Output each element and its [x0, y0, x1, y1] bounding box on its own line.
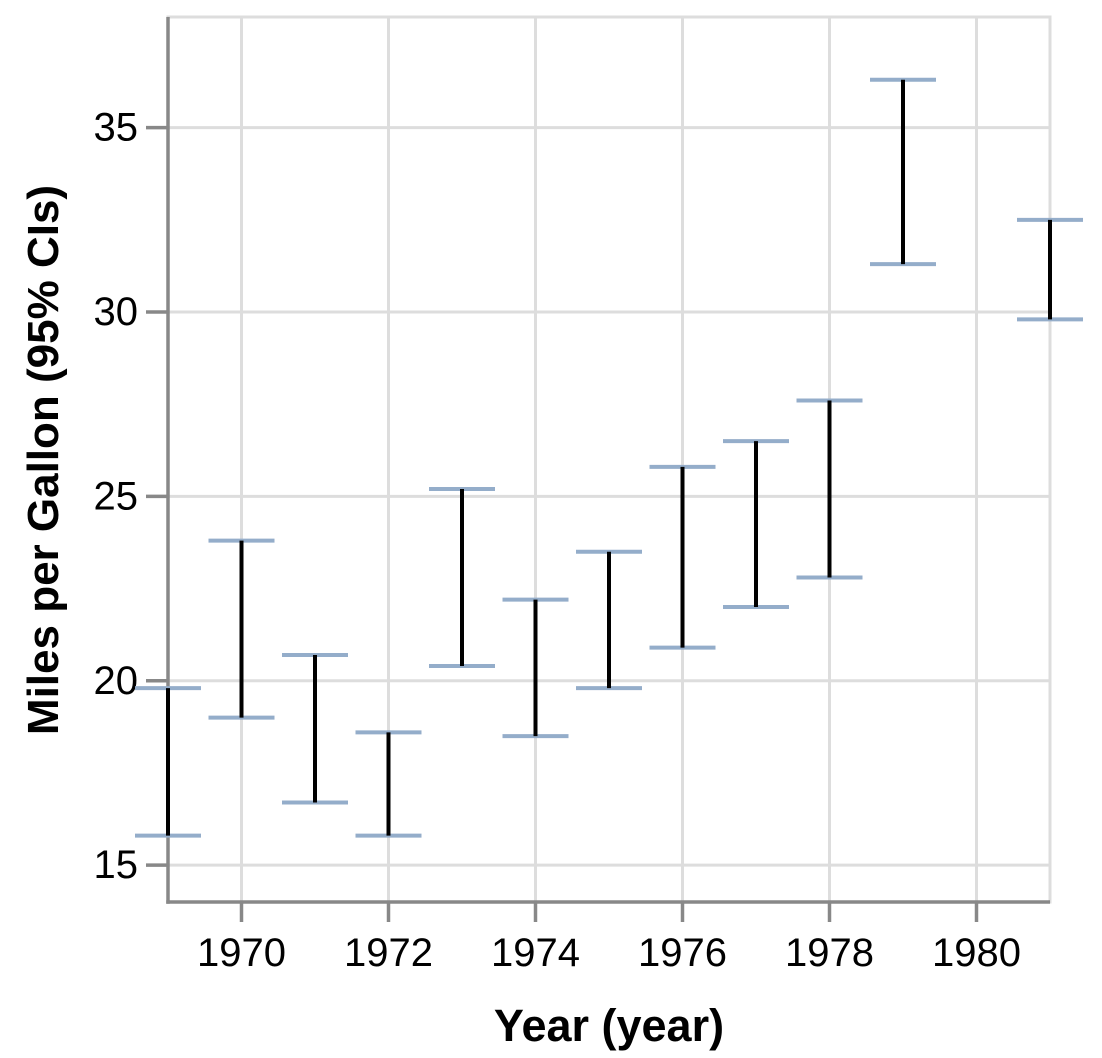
- y-tick-label: 20: [94, 659, 139, 703]
- y-tick-label: 15: [94, 843, 139, 887]
- y-tick-label: 35: [94, 106, 139, 150]
- y-axis-title: Miles per Gallon (95% CIs): [19, 184, 68, 736]
- x-tick-label: 1970: [197, 931, 286, 975]
- x-tick-label: 1980: [932, 931, 1021, 975]
- plot-border: [166, 15, 1052, 904]
- x-tick-label: 1978: [785, 931, 874, 975]
- y-tick-label: 30: [94, 290, 139, 334]
- x-tick-label: 1972: [344, 931, 433, 975]
- y-tick-label: 25: [94, 474, 139, 518]
- x-tick-label: 1974: [491, 931, 580, 975]
- x-axis-title: Year (year): [493, 1000, 725, 1051]
- x-tick-label: 1976: [638, 931, 727, 975]
